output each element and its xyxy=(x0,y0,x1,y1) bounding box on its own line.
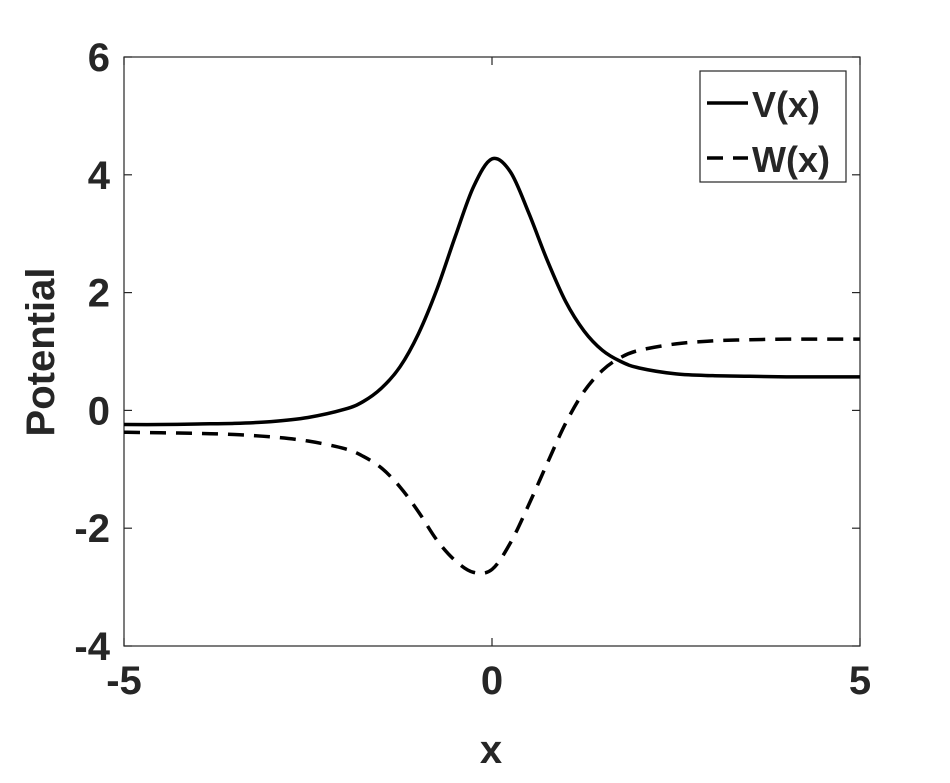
y-tick-label: 4 xyxy=(88,154,111,198)
series-line-1 xyxy=(123,156,860,427)
y-tick-label: 0 xyxy=(88,389,110,433)
legend: V(x) W(x) xyxy=(699,70,847,183)
legend-box xyxy=(699,70,847,183)
y-axis-label: Potential xyxy=(19,268,63,437)
series-lines xyxy=(123,156,860,576)
x-tick-label: 5 xyxy=(849,659,871,703)
legend-label-2: W(x) xyxy=(752,139,830,180)
y-tick-label: 2 xyxy=(88,272,110,316)
x-tick-label: 0 xyxy=(481,659,503,703)
y-tick-label: -4 xyxy=(74,625,110,669)
axis-ticks: -5 0 5 -4 -2 0 2 4 6 xyxy=(74,36,871,703)
y-tick-label: 6 xyxy=(88,36,110,80)
x-tick-label: -5 xyxy=(106,659,142,703)
legend-label-1: V(x) xyxy=(752,84,820,125)
x-axis-label: x xyxy=(480,728,502,772)
series-line-2 xyxy=(123,337,860,576)
y-tick-label: -2 xyxy=(74,507,110,551)
